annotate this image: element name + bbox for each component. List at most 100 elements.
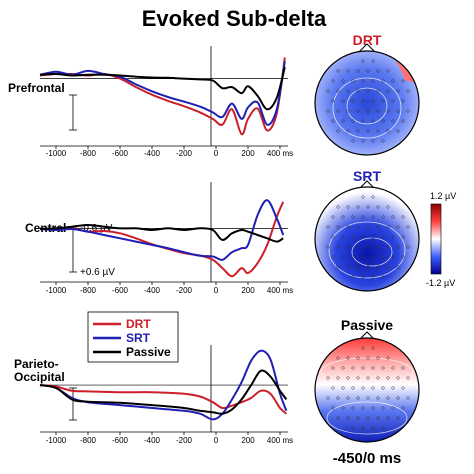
x-tick-label: -200 xyxy=(176,286,193,295)
electrode-dot xyxy=(336,129,340,133)
electrode-dot xyxy=(401,366,405,370)
electrode-dot xyxy=(371,79,375,83)
electrode-dot xyxy=(386,376,390,380)
figure-title: Evoked Sub-delta xyxy=(142,6,327,31)
electrode-dot xyxy=(331,99,335,103)
electrode-dot xyxy=(326,245,330,249)
electrode-dot xyxy=(391,366,395,370)
panel-title: Prefrontal xyxy=(8,81,65,95)
x-tick-label: -200 xyxy=(176,436,193,445)
electrode-dot xyxy=(366,205,370,209)
electrode-layer xyxy=(326,195,410,279)
x-tick-label: 200 xyxy=(241,286,255,295)
electrode-dot xyxy=(401,386,405,390)
electrode-dot xyxy=(336,225,340,229)
electrode-dot xyxy=(331,255,335,259)
electrode-dot xyxy=(361,79,365,83)
electrode-dot xyxy=(346,69,350,73)
electrode-dot xyxy=(356,205,360,209)
electrode-dot xyxy=(336,109,340,113)
x-tick-label: -200 xyxy=(176,149,193,158)
electrode-dot xyxy=(396,225,400,229)
contour-line xyxy=(328,221,406,279)
electrode-dot xyxy=(366,109,370,113)
electrode-dot xyxy=(391,235,395,239)
electrode-dot xyxy=(371,346,375,350)
series-layer xyxy=(39,349,288,421)
electrode-dot xyxy=(361,275,365,279)
electrode-dot xyxy=(391,79,395,83)
x-tick-label: 400 ms xyxy=(267,286,293,295)
electrode-dot xyxy=(401,235,405,239)
x-tick-label: 200 xyxy=(241,149,255,158)
electrode-dot xyxy=(351,99,355,103)
electrode-dot xyxy=(336,396,340,400)
electrode-dot xyxy=(336,89,340,93)
electrode-dot xyxy=(396,129,400,133)
electrode-dot xyxy=(366,225,370,229)
electrode-dot xyxy=(386,205,390,209)
electrode-dot xyxy=(351,235,355,239)
electrode-dot xyxy=(391,255,395,259)
electrode-dot xyxy=(371,426,375,430)
electrode-dot xyxy=(386,89,390,93)
x-tick-label: -1000 xyxy=(46,436,67,445)
panel-title: Parieto- Occipital xyxy=(14,357,65,384)
electrode-dot xyxy=(351,79,355,83)
electrode-dot xyxy=(326,89,330,93)
electrode-dot xyxy=(346,89,350,93)
x-tick-label: -1000 xyxy=(46,286,67,295)
nose-icon xyxy=(358,43,376,53)
electrode-dot xyxy=(381,215,385,219)
electrode-dot xyxy=(361,195,365,199)
electrode-dot xyxy=(336,356,340,360)
series-layer xyxy=(39,199,285,278)
x-tick-label: 400 ms xyxy=(267,149,293,158)
series-line-drt xyxy=(39,201,285,278)
electrode-dot xyxy=(406,225,410,229)
electrode-dot xyxy=(391,119,395,123)
electrode-dot xyxy=(386,245,390,249)
map-fill xyxy=(315,187,419,291)
x-tick-label: -800 xyxy=(80,149,97,158)
electrode-dot xyxy=(356,265,360,269)
electrode-dot xyxy=(381,255,385,259)
electrode-dot xyxy=(371,406,375,410)
x-tick-label: 400 ms xyxy=(267,436,293,445)
electrode-dot xyxy=(326,225,330,229)
electrode-dot xyxy=(381,406,385,410)
electrode-dot xyxy=(371,235,375,239)
electrode-dot xyxy=(371,195,375,199)
electrode-dot xyxy=(366,265,370,269)
electrode-dot xyxy=(361,139,365,143)
electrode-dot xyxy=(351,275,355,279)
electrode-dot xyxy=(361,406,365,410)
colorbar-max-label: 1.2 µV xyxy=(430,191,456,201)
scale-pos-label: +0.6 µV xyxy=(80,267,115,278)
electrode-dot xyxy=(351,386,355,390)
electrode-dot xyxy=(331,215,335,219)
x-tick-label: -400 xyxy=(144,286,161,295)
electrode-dot xyxy=(366,69,370,73)
colorbar-min-label: -1.2 µV xyxy=(426,278,455,288)
x-tick-label: 0 xyxy=(214,149,219,158)
electrode-dot xyxy=(351,255,355,259)
electrode-dot xyxy=(361,255,365,259)
electrode-dot xyxy=(351,406,355,410)
map-fill xyxy=(315,51,419,155)
x-tick-label: 0 xyxy=(214,436,219,445)
electrode-dot xyxy=(361,119,365,123)
electrode-dot xyxy=(396,245,400,249)
electrode-dot xyxy=(331,386,335,390)
electrode-dot xyxy=(336,205,340,209)
electrode-dot xyxy=(356,89,360,93)
contour-line xyxy=(332,77,402,139)
electrode-dot xyxy=(401,79,405,83)
electrode-dot xyxy=(336,376,340,380)
series-line-drt xyxy=(39,384,288,415)
electrode-dot xyxy=(381,235,385,239)
electrode-dot xyxy=(386,265,390,269)
electrode-dot xyxy=(376,89,380,93)
electrode-dot xyxy=(381,139,385,143)
